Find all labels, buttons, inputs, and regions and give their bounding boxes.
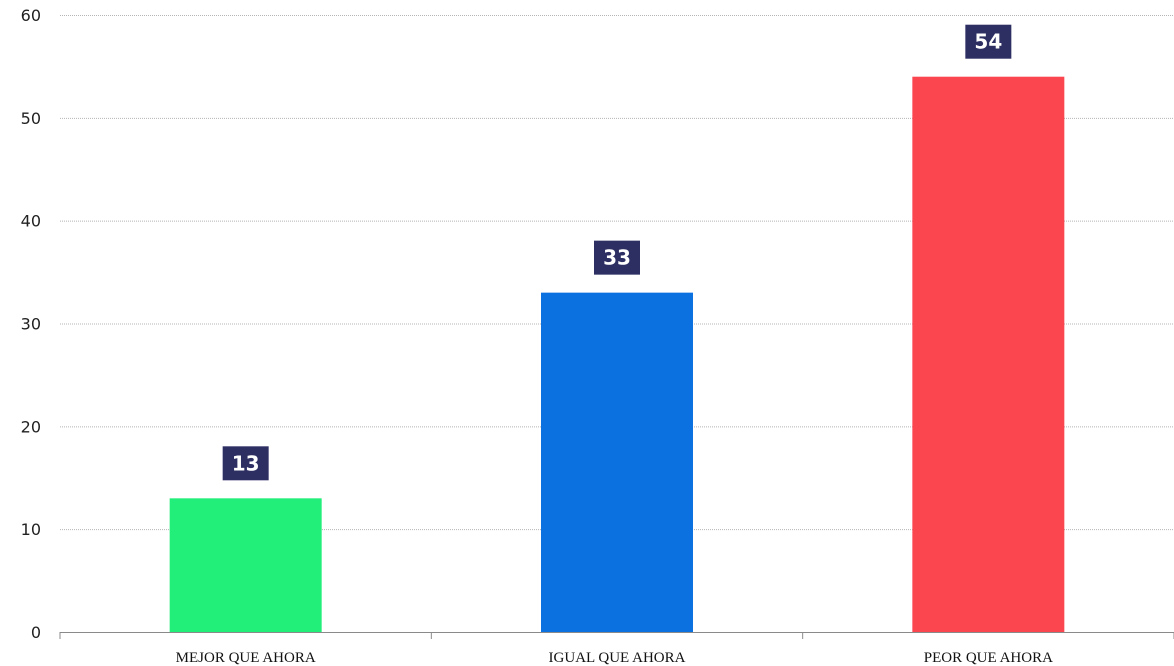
y-axis-ticks: 0 10 20 30 40 50 60: [21, 6, 41, 642]
data-label-box: [594, 240, 640, 275]
data-label-box: [222, 446, 269, 481]
bar: [912, 76, 1065, 632]
y-tick-label: 50: [21, 109, 41, 128]
bars: [169, 76, 1065, 632]
x-axis: MEJOR QUE AHORA IGUAL QUE AHORA PEOR QUE A…: [59, 632, 1174, 666]
x-tick-label: MEJOR QUE AHORA: [176, 650, 316, 666]
data-label: 33: [603, 246, 631, 270]
y-tick-label: 30: [21, 315, 41, 334]
x-tick-label: IGUAL QUE AHORA: [549, 650, 686, 666]
data-label: 13: [232, 451, 260, 475]
bar: [541, 292, 693, 632]
y-tick-label: 40: [21, 212, 41, 231]
bar: [169, 498, 322, 632]
y-tick-label: 0: [31, 623, 41, 642]
y-tick-label: 10: [21, 520, 41, 539]
y-tick-label: 20: [21, 417, 41, 436]
y-tick-label: 60: [21, 6, 41, 25]
data-label-box: [965, 24, 1012, 59]
data-labels: 13 33 54: [222, 24, 1012, 481]
data-label: 54: [974, 30, 1002, 54]
x-tick-label: PEOR QUE AHORA: [924, 650, 1053, 666]
